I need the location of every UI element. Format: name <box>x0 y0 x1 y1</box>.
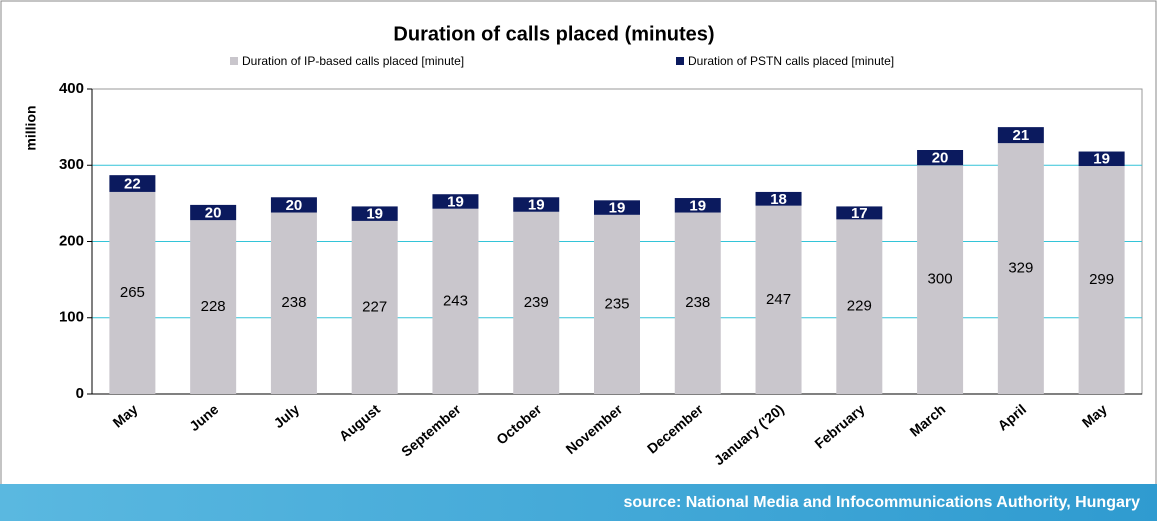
y-tick-label: 100 <box>59 309 84 326</box>
y-tick-label: 400 <box>59 80 84 97</box>
data-label: 229 <box>847 298 872 315</box>
legend-swatch <box>676 57 684 65</box>
bar-segment <box>513 211 560 394</box>
data-label: 19 <box>609 200 626 217</box>
bar-segment <box>594 200 640 215</box>
bar-segment <box>836 206 883 220</box>
bar-segment <box>836 219 883 394</box>
y-tick-label: 0 <box>76 385 84 402</box>
bar-segment <box>351 220 398 394</box>
bar-segment <box>917 150 964 166</box>
data-label: 19 <box>366 206 383 223</box>
data-label: 247 <box>766 291 791 308</box>
data-label: 19 <box>1093 151 1110 168</box>
bar-segment <box>432 208 479 394</box>
bar-segment <box>270 212 317 394</box>
legend-label: Duration of IP-based calls placed [minut… <box>242 54 464 68</box>
bar-segment <box>674 212 721 394</box>
bar-segment <box>190 204 237 221</box>
legend-swatch <box>230 57 238 65</box>
bar-segment <box>997 143 1044 394</box>
legend-label: Duration of PSTN calls placed [minute] <box>688 54 894 68</box>
data-label: 299 <box>1089 271 1114 288</box>
data-label: 22 <box>124 176 141 193</box>
bar-segment <box>1078 166 1125 394</box>
bar-segment <box>513 197 560 212</box>
bar-segment <box>190 220 237 394</box>
data-label: 20 <box>286 197 303 214</box>
data-label: 235 <box>604 295 629 312</box>
data-label: 329 <box>1008 260 1033 277</box>
data-label: 21 <box>1013 127 1030 144</box>
footer-banner <box>0 484 1157 521</box>
data-label: 17 <box>851 205 868 222</box>
y-tick-label: 300 <box>59 156 84 173</box>
data-label: 300 <box>928 271 953 288</box>
data-label: 19 <box>528 196 545 213</box>
bar-segment <box>997 127 1044 144</box>
bar-segment <box>674 198 721 213</box>
bar-segment <box>432 194 479 209</box>
bar-segment <box>594 214 640 394</box>
bar-segment <box>270 197 317 213</box>
data-label: 239 <box>524 294 549 311</box>
data-label: 228 <box>201 298 226 315</box>
data-label: 238 <box>281 294 306 311</box>
data-label: 265 <box>120 284 145 301</box>
bar-segment <box>1078 151 1125 167</box>
bar-segment <box>755 191 802 206</box>
bar-segment <box>917 165 964 394</box>
y-tick-label: 200 <box>59 232 84 249</box>
bar-segment <box>109 191 156 394</box>
chart-title: Duration of calls placed (minutes) <box>393 23 714 45</box>
data-label: 19 <box>447 193 464 210</box>
data-label: 238 <box>685 294 710 311</box>
data-label: 243 <box>443 292 468 309</box>
data-label: 20 <box>932 150 949 167</box>
data-label: 20 <box>205 204 222 221</box>
source: source: National Media and Infocommunica… <box>624 494 1141 511</box>
bar-segment <box>755 205 802 394</box>
data-label: 18 <box>770 191 787 208</box>
bar-segment <box>351 206 398 221</box>
data-label: 19 <box>689 197 706 214</box>
bar-segment <box>109 175 156 192</box>
y-axis-label: million <box>23 105 39 150</box>
data-label: 227 <box>362 298 387 315</box>
